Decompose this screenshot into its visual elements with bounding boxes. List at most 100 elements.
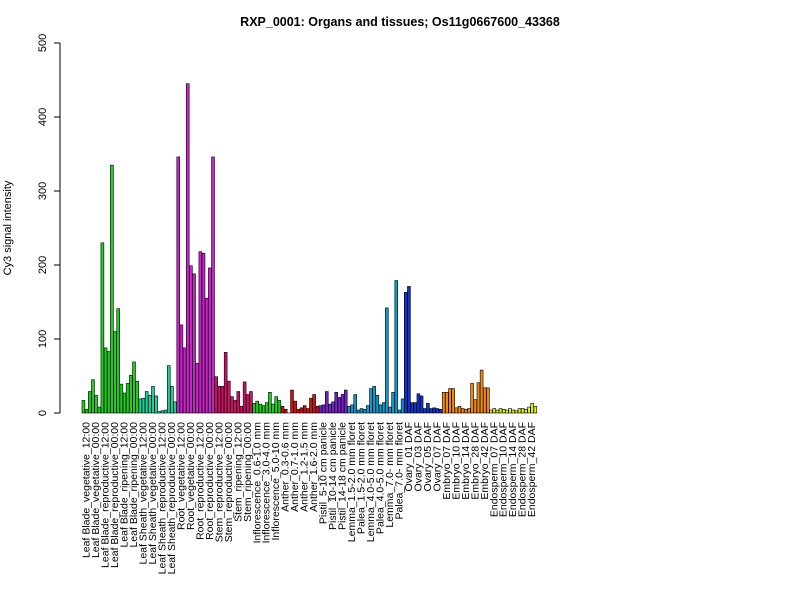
- y-tick-label: 400: [37, 108, 49, 126]
- bar: [125, 383, 130, 414]
- y-tick-label: 100: [37, 330, 49, 348]
- bar: [283, 408, 288, 414]
- bar: [280, 406, 285, 414]
- bar: [233, 400, 237, 414]
- bar: [160, 410, 165, 414]
- bar: [350, 404, 354, 414]
- bar: [208, 267, 212, 414]
- bar: [372, 386, 376, 414]
- x-tick-label: Lemma_7.0- mm floret: [384, 422, 396, 528]
- bar: [448, 388, 452, 414]
- bar: [100, 242, 105, 414]
- bar: [192, 273, 196, 414]
- y-axis: 0 100 200 300 400 500: [37, 34, 61, 416]
- bar: [464, 408, 468, 414]
- x-tick-label: Endosperm_28 DAF: [517, 422, 529, 517]
- bar: [321, 404, 326, 414]
- x-tick-label: Leaf Blade_vegetative_12:00: [81, 422, 93, 558]
- bar: [381, 402, 386, 414]
- bar: [479, 369, 484, 414]
- bar: [110, 164, 114, 414]
- bar: [315, 406, 320, 414]
- x-tick-label: Root_vegetative_00:00: [185, 422, 197, 530]
- bar: [116, 308, 120, 414]
- x-tick-label: Ovary_05 DAF: [422, 422, 434, 491]
- bar: [533, 406, 538, 414]
- bar: [388, 406, 392, 414]
- bar: [81, 400, 86, 414]
- bar: [438, 408, 443, 414]
- bar: [347, 406, 351, 414]
- bar: [505, 409, 509, 414]
- x-tick-label: Leaf Blade_reproductive_00:00: [109, 422, 121, 568]
- bar: [239, 406, 244, 414]
- bar: [119, 383, 124, 414]
- x-tick-label: Pistil_14-18 cm panicle: [337, 422, 349, 530]
- bar: [410, 402, 414, 414]
- bar: [404, 292, 408, 414]
- x-tick-label: Embryo_28 DAF: [469, 422, 481, 500]
- bar: [454, 407, 459, 414]
- bar: [498, 408, 503, 414]
- x-tick-label: Stem_reproductive_00:00: [223, 422, 235, 542]
- x-tick-label: Leaf Sheath_reproductive_12:00: [156, 422, 168, 575]
- x-tick-label: Lemma_1.5-2.0 mm floret: [346, 422, 358, 542]
- bar: [337, 397, 342, 414]
- bar: [397, 409, 402, 414]
- bar: [343, 389, 348, 414]
- bar: [356, 409, 361, 414]
- bar: [252, 403, 256, 414]
- bar: [135, 380, 139, 414]
- bar: [223, 352, 228, 414]
- bar: [129, 374, 133, 414]
- y-tick-label: 200: [37, 256, 49, 274]
- bar: [495, 409, 500, 414]
- bar: [144, 391, 149, 414]
- bar: [501, 408, 506, 414]
- x-tick-label: Stem_ripening_12:00: [232, 422, 244, 522]
- bar: [179, 324, 184, 414]
- bar: [242, 381, 247, 414]
- bar: [435, 408, 440, 414]
- bar: [419, 395, 424, 414]
- x-tick-label: Root_reproductive_00:00: [204, 422, 216, 540]
- x-tick-label: Leaf Sheath_reproductive_00:00: [166, 422, 178, 575]
- bar: [520, 408, 525, 414]
- bar: [460, 408, 465, 414]
- bar: [106, 351, 111, 414]
- bar: [517, 408, 522, 414]
- bar: [268, 391, 272, 414]
- x-tick-label: Pistil_10-14 cm panicle: [327, 422, 339, 530]
- bar: [473, 399, 478, 414]
- bar: [457, 406, 462, 414]
- y-tick-label: 0: [37, 410, 49, 416]
- x-tick-label: Pistil_5-10 cm panicle: [318, 422, 330, 524]
- bar: [141, 397, 146, 414]
- bar: [445, 391, 449, 414]
- x-tick-label: Embryo_42 DAF: [479, 422, 491, 500]
- bar: [154, 395, 158, 414]
- bar: [492, 408, 496, 414]
- bar: [258, 403, 263, 414]
- bar: [340, 394, 345, 414]
- bar: [413, 402, 417, 414]
- bar: [334, 391, 338, 414]
- x-tick-label: Root_vegetative_12:00: [175, 422, 187, 530]
- bar: [84, 408, 89, 414]
- x-tick-label: Embryo_10 DAF: [450, 422, 462, 500]
- x-tick-label: Leaf Sheath_vegetative_12:00: [137, 422, 149, 565]
- bar: [483, 387, 487, 414]
- bar: [511, 409, 515, 414]
- y-tick-label: 300: [37, 182, 49, 200]
- x-tick-label: Leaf Blade_reproductive_12:00: [100, 422, 112, 568]
- x-tick-label: Palea_4.0-5.0 mm floret: [374, 422, 386, 534]
- bar: [328, 403, 332, 414]
- bar: [524, 408, 528, 414]
- bar: [227, 380, 231, 414]
- bar: [467, 408, 471, 414]
- bar: [176, 156, 181, 414]
- bar: [255, 400, 260, 414]
- bar: [359, 408, 364, 414]
- bar: [122, 392, 127, 414]
